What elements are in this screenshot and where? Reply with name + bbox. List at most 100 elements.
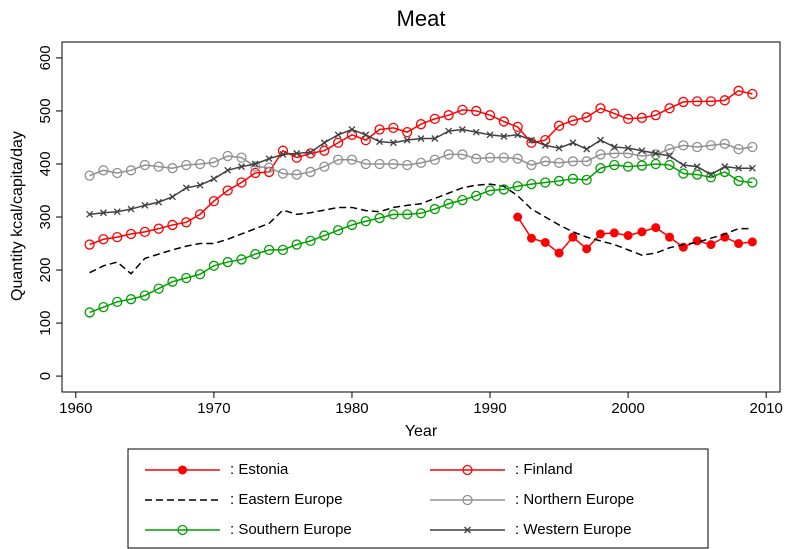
point (443, 110, 454, 121)
point (360, 158, 371, 170)
legend-box (127, 448, 709, 549)
point (167, 163, 178, 174)
point (250, 248, 261, 260)
point (125, 294, 137, 305)
point (443, 149, 454, 160)
point (610, 143, 618, 151)
series-line (89, 143, 753, 177)
point (388, 209, 399, 220)
point (346, 154, 358, 165)
point (498, 116, 509, 127)
point (733, 85, 744, 96)
point (127, 205, 135, 213)
point (139, 159, 150, 171)
point (98, 234, 109, 245)
y-tick-label: 0 (37, 372, 54, 380)
point (388, 158, 399, 170)
point (194, 158, 206, 170)
point (402, 209, 413, 220)
point (222, 185, 233, 196)
legend-label: : Northern Europe (515, 491, 634, 508)
x-tick-label: 1990 (473, 400, 506, 417)
point (417, 135, 425, 142)
point (238, 163, 245, 171)
x-tick-label: 1960 (59, 400, 92, 417)
point (208, 157, 220, 168)
point (692, 96, 703, 107)
legend-label: : Estonia (230, 461, 289, 478)
point (582, 244, 592, 254)
point (500, 132, 508, 140)
point (84, 307, 95, 318)
x-tick-label: 1970 (197, 400, 230, 417)
point (705, 172, 717, 183)
point (581, 174, 592, 186)
point (678, 96, 689, 108)
point (526, 233, 536, 243)
point (733, 143, 744, 155)
legend-label: : Western Europe (515, 521, 631, 538)
series-line (89, 89, 753, 246)
point (389, 139, 397, 147)
point (141, 201, 149, 209)
point (346, 219, 358, 231)
point (263, 244, 275, 256)
point (362, 131, 370, 139)
chart-title: Meat (397, 6, 446, 31)
point (622, 161, 634, 172)
point (445, 127, 453, 135)
point (153, 223, 164, 234)
point (208, 260, 220, 271)
point (374, 124, 385, 135)
point (319, 161, 330, 172)
point (650, 110, 661, 121)
point (305, 235, 316, 247)
point (277, 244, 289, 256)
point (443, 198, 454, 209)
series-line (89, 128, 753, 216)
point (291, 169, 302, 180)
point (652, 149, 660, 157)
point (265, 155, 273, 163)
point (719, 138, 730, 149)
point (609, 228, 619, 238)
point (333, 137, 344, 148)
point (251, 160, 259, 168)
point (125, 165, 137, 176)
y-tick-label: 300 (37, 204, 54, 229)
point (333, 154, 344, 165)
point (664, 103, 675, 114)
y-tick-label: 200 (37, 258, 54, 283)
point (484, 185, 496, 196)
point (155, 198, 163, 206)
point (319, 145, 330, 156)
point (334, 131, 342, 139)
point (374, 158, 385, 170)
point (553, 175, 565, 187)
point (540, 177, 551, 188)
point (471, 190, 482, 201)
point (747, 88, 758, 100)
point (196, 181, 204, 189)
point (583, 145, 591, 153)
point (638, 147, 646, 155)
point (86, 210, 94, 218)
point (402, 127, 413, 138)
point (706, 240, 716, 250)
point (512, 153, 523, 164)
point (113, 208, 121, 216)
point (181, 217, 192, 228)
point (291, 239, 302, 250)
point (624, 144, 632, 152)
point (526, 178, 537, 190)
point (236, 152, 247, 163)
x-tick-label: 2000 (611, 400, 644, 417)
point (692, 141, 703, 153)
point (305, 166, 316, 178)
point (567, 173, 579, 184)
point (429, 203, 440, 215)
point (664, 143, 675, 155)
point (194, 269, 206, 280)
point (403, 136, 411, 144)
point (719, 95, 730, 106)
